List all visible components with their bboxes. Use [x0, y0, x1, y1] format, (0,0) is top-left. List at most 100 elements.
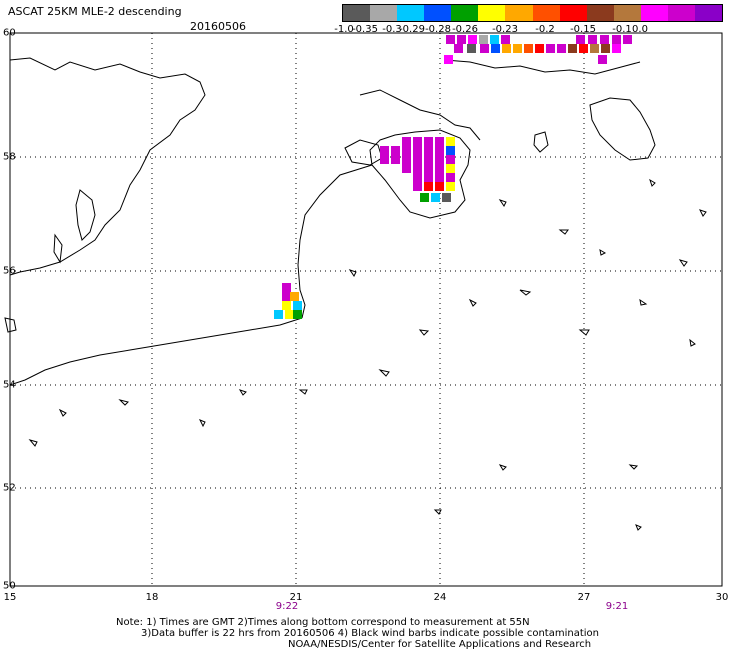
data-pixel: [413, 164, 422, 173]
footnote-line-2: 3)Data buffer is 22 hrs from 20160506 4)…: [141, 628, 599, 639]
data-pixel: [402, 137, 411, 146]
data-pixel: [420, 193, 429, 202]
data-pixel: [557, 44, 566, 53]
color-scale-label: -0.1: [612, 24, 632, 35]
data-pixel: [490, 35, 499, 44]
longitude-tick: 18: [145, 592, 159, 603]
data-pixel: [480, 44, 489, 53]
color-swatch: [370, 5, 398, 21]
data-pixel: [293, 310, 302, 319]
color-swatch: [532, 5, 560, 21]
color-scale-label: -0.15: [570, 24, 596, 35]
color-swatch: [667, 5, 696, 21]
data-pixel: [435, 155, 444, 164]
data-pixel: [282, 292, 291, 301]
color-swatch: [478, 5, 506, 21]
color-scale-label: -0.26: [452, 24, 478, 35]
latitude-tick: 60: [3, 27, 16, 39]
data-pixel: [491, 44, 500, 53]
data-pixel: [293, 301, 302, 310]
scatterometer-pixels: [274, 35, 632, 319]
data-pixel: [424, 155, 433, 164]
data-pixel: [576, 35, 585, 44]
latitude-tick: 54: [3, 379, 16, 391]
color-swatch: [586, 5, 614, 21]
data-pixel: [501, 35, 510, 44]
latitude-tick: 56: [3, 265, 16, 277]
product-title: ASCAT 25KM MLE-2 descending: [8, 5, 182, 18]
color-swatch: [343, 5, 371, 21]
color-scale-label: -0.29: [399, 24, 425, 35]
data-pixel: [446, 35, 455, 44]
color-swatch: [559, 5, 587, 21]
pass-time-label: 9:22: [275, 601, 299, 612]
data-pixel: [290, 292, 299, 301]
data-pixel: [601, 44, 610, 53]
data-pixel: [446, 137, 455, 146]
longitude-tick: 30: [715, 592, 729, 603]
longitude-tick: 15: [3, 592, 17, 603]
color-scale-label: -0.35: [352, 24, 378, 35]
color-swatch: [613, 5, 641, 21]
color-swatch: [695, 5, 723, 21]
color-scale-label: 0.0: [632, 24, 648, 35]
data-pixel: [413, 146, 422, 155]
data-pixel: [446, 164, 455, 173]
color-swatch: [424, 5, 452, 21]
color-swatch: [451, 5, 479, 21]
data-pixel: [424, 146, 433, 155]
data-pixel: [479, 35, 488, 44]
data-pixel: [431, 193, 440, 202]
data-pixel: [380, 155, 389, 164]
data-pixel: [391, 146, 400, 155]
data-pixel: [568, 44, 577, 53]
latitude-tick: 58: [3, 151, 16, 163]
data-pixel: [524, 44, 533, 53]
data-pixel: [612, 44, 621, 53]
data-pixel: [380, 146, 389, 155]
plot-frame: [9, 32, 723, 587]
data-pixel: [424, 137, 433, 146]
data-pixel: [435, 182, 444, 191]
lat-lon-grid: [10, 33, 722, 586]
color-scale-label: -0.2: [535, 24, 555, 35]
longitude-tick: 21: [289, 592, 303, 603]
data-pixel: [623, 35, 632, 44]
data-pixel: [598, 55, 607, 64]
data-pixel: [546, 44, 555, 53]
latitude-tick: 50: [3, 580, 16, 592]
longitude-tick: 27: [577, 592, 591, 603]
data-pixel: [282, 301, 291, 310]
inland-lakes: [28, 178, 707, 531]
pass-time-label: 9:21: [605, 601, 629, 612]
data-pixel: [502, 44, 511, 53]
data-pixel: [424, 173, 433, 182]
data-pixel: [579, 44, 588, 53]
data-pixel: [285, 310, 294, 319]
footnote-credit: NOAA/NESDIS/Center for Satellite Applica…: [288, 639, 592, 650]
data-pixel: [413, 155, 422, 164]
data-pixel: [446, 173, 455, 182]
data-pixel: [413, 173, 422, 182]
data-pixel: [588, 35, 597, 44]
color-scale-label: -0.28: [425, 24, 451, 35]
data-pixel: [402, 155, 411, 164]
data-pixel: [435, 146, 444, 155]
data-pixel: [413, 137, 422, 146]
latitude-tick: 52: [3, 482, 16, 494]
data-pixel: [424, 182, 433, 191]
data-pixel: [457, 35, 466, 44]
data-pixel: [535, 44, 544, 53]
data-pixel: [590, 44, 599, 53]
data-pixel: [391, 155, 400, 164]
color-swatch: [505, 5, 533, 21]
data-pixel: [513, 44, 522, 53]
data-pixel: [282, 283, 291, 292]
color-scale-label: -0.3: [382, 24, 402, 35]
data-pixel: [424, 164, 433, 173]
data-pixel: [467, 44, 476, 53]
data-pixel: [435, 137, 444, 146]
color-scale-label: -1.0: [334, 24, 354, 35]
data-pixel: [612, 35, 621, 44]
